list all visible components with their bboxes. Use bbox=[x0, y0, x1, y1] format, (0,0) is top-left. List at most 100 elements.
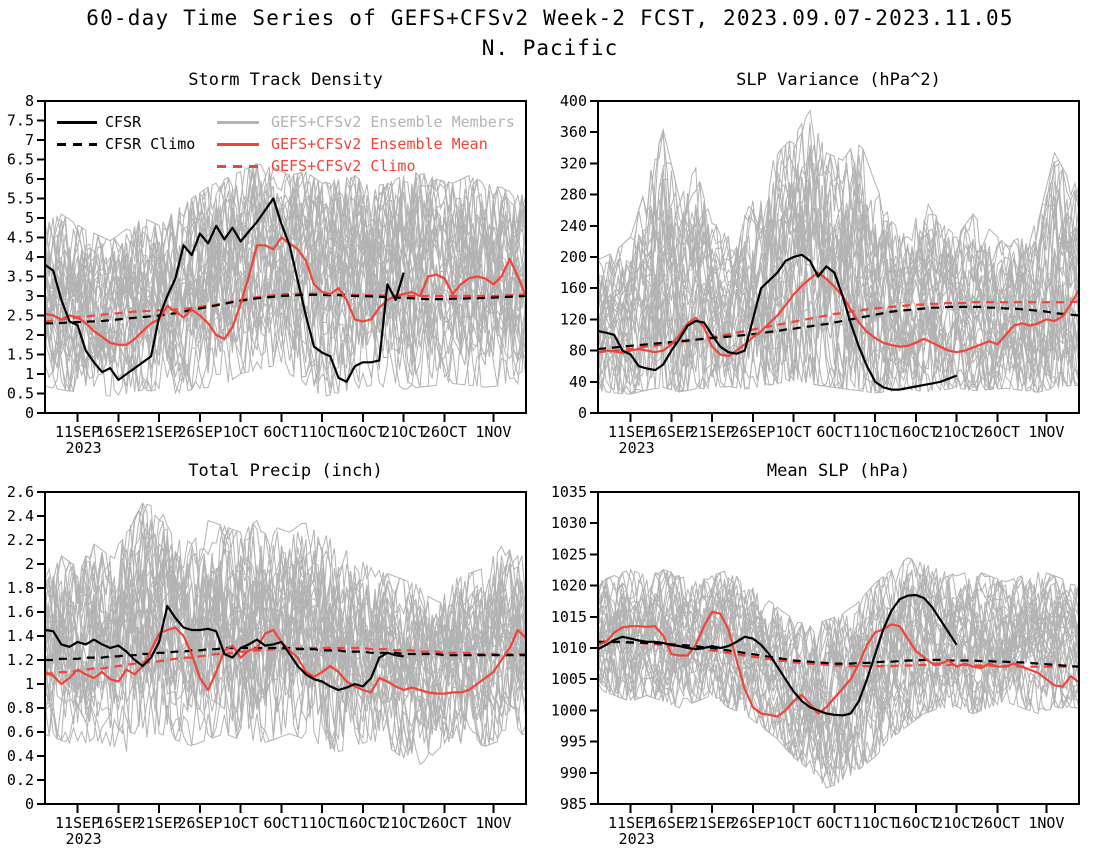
y-tick-label: 1030 bbox=[551, 514, 587, 532]
x-tick-label: 16OCT bbox=[893, 423, 938, 441]
y-tick-label: 1.6 bbox=[7, 603, 34, 621]
panel-total-precip-inch: 0 0.2 0.4 0.6 0.8 1 1.2 1.4 1.6 1.8 2 2.2 2.4 2.6 11SE… bbox=[7, 483, 527, 848]
ensemble-member-line bbox=[46, 587, 525, 753]
y-tick-label: 8 bbox=[25, 92, 34, 110]
y-tick-label: 3 bbox=[25, 287, 34, 305]
x-tick-label: 26OCT bbox=[422, 814, 467, 832]
x-tick-label: 1NOV bbox=[475, 814, 511, 832]
y-tick-label: 0.2 bbox=[7, 771, 34, 789]
y-tick-label: 1.8 bbox=[7, 579, 34, 597]
y-tick-label: 990 bbox=[560, 764, 587, 782]
x-tick-label: 6OCT bbox=[263, 423, 299, 441]
ensemble-member-line bbox=[599, 586, 1078, 755]
x-tick-label: 16SEP bbox=[96, 423, 141, 441]
gefs-cfsv2-climo-line bbox=[46, 292, 525, 323]
x-tick-label: 1NOV bbox=[1028, 423, 1064, 441]
y-tick-label: 2 bbox=[25, 555, 34, 573]
y-tick-label: 200 bbox=[560, 248, 587, 266]
y-tick-label: 1010 bbox=[551, 639, 587, 657]
panel-storm-track-density: 00.5 11.5 22.5 33.5 44.5 55.5 66.5 77.5 8 11SEP20… bbox=[7, 92, 527, 457]
x-tick-label: 16SEP bbox=[96, 814, 141, 832]
y-tick-label: 2.4 bbox=[7, 507, 34, 525]
ensemble-member-line bbox=[599, 151, 1078, 330]
gefs-cfsv2-ensemble-mean-line bbox=[599, 610, 1078, 718]
y-tick-label: 2 bbox=[25, 326, 34, 344]
x-tick-label: 11SEP bbox=[55, 423, 100, 441]
x-tick-label: 21OCT bbox=[934, 423, 979, 441]
y-tick-label: 6 bbox=[25, 170, 34, 188]
ensemble-member-line bbox=[46, 503, 525, 657]
ensemble-members-lines bbox=[46, 163, 525, 397]
panel-title-mean-slp: Mean SLP (hPa) bbox=[766, 461, 911, 481]
x-tick-label: 21SEP bbox=[690, 814, 735, 832]
y-tick-label: 1.4 bbox=[7, 627, 34, 645]
cfsr-line bbox=[599, 593, 958, 717]
x-tick-label: 1OCT bbox=[223, 814, 259, 832]
gefs-cfsv2-climo-line bbox=[599, 300, 1078, 354]
ensemble-member-line bbox=[46, 501, 525, 701]
x-tick-label: 1NOV bbox=[1028, 814, 1064, 832]
x-tick-label: 11SEP bbox=[608, 423, 653, 441]
x-tick-label: 16OCT bbox=[893, 814, 938, 832]
y-tick-label: 160 bbox=[560, 279, 587, 297]
x-tick-label: 16OCT bbox=[340, 814, 385, 832]
gefs-cfsv2-ensemble-mean-line bbox=[599, 271, 1078, 358]
x-tick-label: 1NOV bbox=[475, 423, 511, 441]
y-tick-label: 360 bbox=[560, 123, 587, 141]
x-tick-label: 1OCT bbox=[223, 423, 259, 441]
y-tick-label: 1 bbox=[25, 365, 34, 383]
ensemble-members-lines bbox=[599, 557, 1078, 789]
y-tick-label: 0 bbox=[25, 795, 34, 813]
y-tick-label: 4 bbox=[25, 248, 34, 266]
panel-title-total-precip: Total Precip (inch) bbox=[188, 461, 383, 481]
y-tick-label: 0.4 bbox=[7, 747, 34, 765]
x-axis-year-label: 2023 bbox=[619, 439, 655, 457]
x-axis-year-label: 2023 bbox=[66, 830, 102, 848]
y-tick-label: 40 bbox=[569, 373, 587, 391]
y-tick-label: 1020 bbox=[551, 577, 587, 595]
y-tick-label: 1005 bbox=[551, 670, 587, 688]
x-tick-label: 26OCT bbox=[975, 814, 1020, 832]
x-tick-label: 11OCT bbox=[300, 423, 345, 441]
ensemble-member-line bbox=[599, 109, 1078, 306]
x-tick-label: 21OCT bbox=[934, 814, 979, 832]
x-tick-label: 21OCT bbox=[381, 814, 426, 832]
ensemble-member-line bbox=[46, 285, 525, 397]
y-axis: 985 990 995 1000 1005 1010 1015 1020 1025 1030 103… bbox=[551, 483, 597, 813]
y-tick-label: 3.5 bbox=[7, 268, 34, 286]
ensemble-member-line bbox=[599, 594, 1078, 758]
y-tick-label: 0.8 bbox=[7, 699, 34, 717]
ensemble-members-lines bbox=[46, 501, 525, 766]
y-tick-label: 7 bbox=[25, 131, 34, 149]
y-tick-label: 0 bbox=[578, 404, 587, 422]
ensemble-member-line bbox=[599, 570, 1078, 703]
x-tick-label: 26SEP bbox=[177, 423, 222, 441]
plot-frame bbox=[44, 100, 527, 414]
y-tick-label: 400 bbox=[560, 92, 587, 110]
ensemble-member-line bbox=[46, 633, 525, 766]
x-tick-label: 26OCT bbox=[422, 423, 467, 441]
x-tick-label: 16SEP bbox=[649, 423, 694, 441]
ensemble-member-line bbox=[599, 122, 1078, 323]
x-tick-label: 21SEP bbox=[137, 423, 182, 441]
panel-mean-slp-hpa: 985 990 995 1000 1005 1010 1015 1020 1025 1030 103… bbox=[551, 483, 1080, 848]
y-tick-label: 2.2 bbox=[7, 531, 34, 549]
ensemble-member-line bbox=[46, 519, 525, 692]
y-axis: 0 0.2 0.4 0.6 0.8 1 1.2 1.4 1.6 1.8 2 2.2 2.4 2.6 bbox=[7, 483, 44, 813]
ensemble-member-line bbox=[46, 251, 525, 392]
y-tick-label: 0 bbox=[25, 404, 34, 422]
ensemble-member-line bbox=[599, 250, 1078, 389]
x-tick-label: 16OCT bbox=[340, 423, 385, 441]
y-tick-label: 2.6 bbox=[7, 483, 34, 501]
y-axis: 00.5 11.5 22.5 33.5 44.5 55.5 66.5 77.5 8 bbox=[7, 92, 44, 422]
cfsr-line bbox=[599, 253, 958, 391]
x-axis-year-label: 2023 bbox=[66, 439, 102, 457]
y-tick-label: 1000 bbox=[551, 701, 587, 719]
y-tick-label: 120 bbox=[560, 310, 587, 328]
y-tick-label: 0.6 bbox=[7, 723, 34, 741]
gefs-cfsv2-ensemble-mean-line bbox=[46, 236, 525, 346]
ensemble-member-line bbox=[46, 213, 525, 383]
page-title: 60-day Time Series of GEFS+CFSv2 Week-2 … bbox=[86, 6, 1014, 30]
